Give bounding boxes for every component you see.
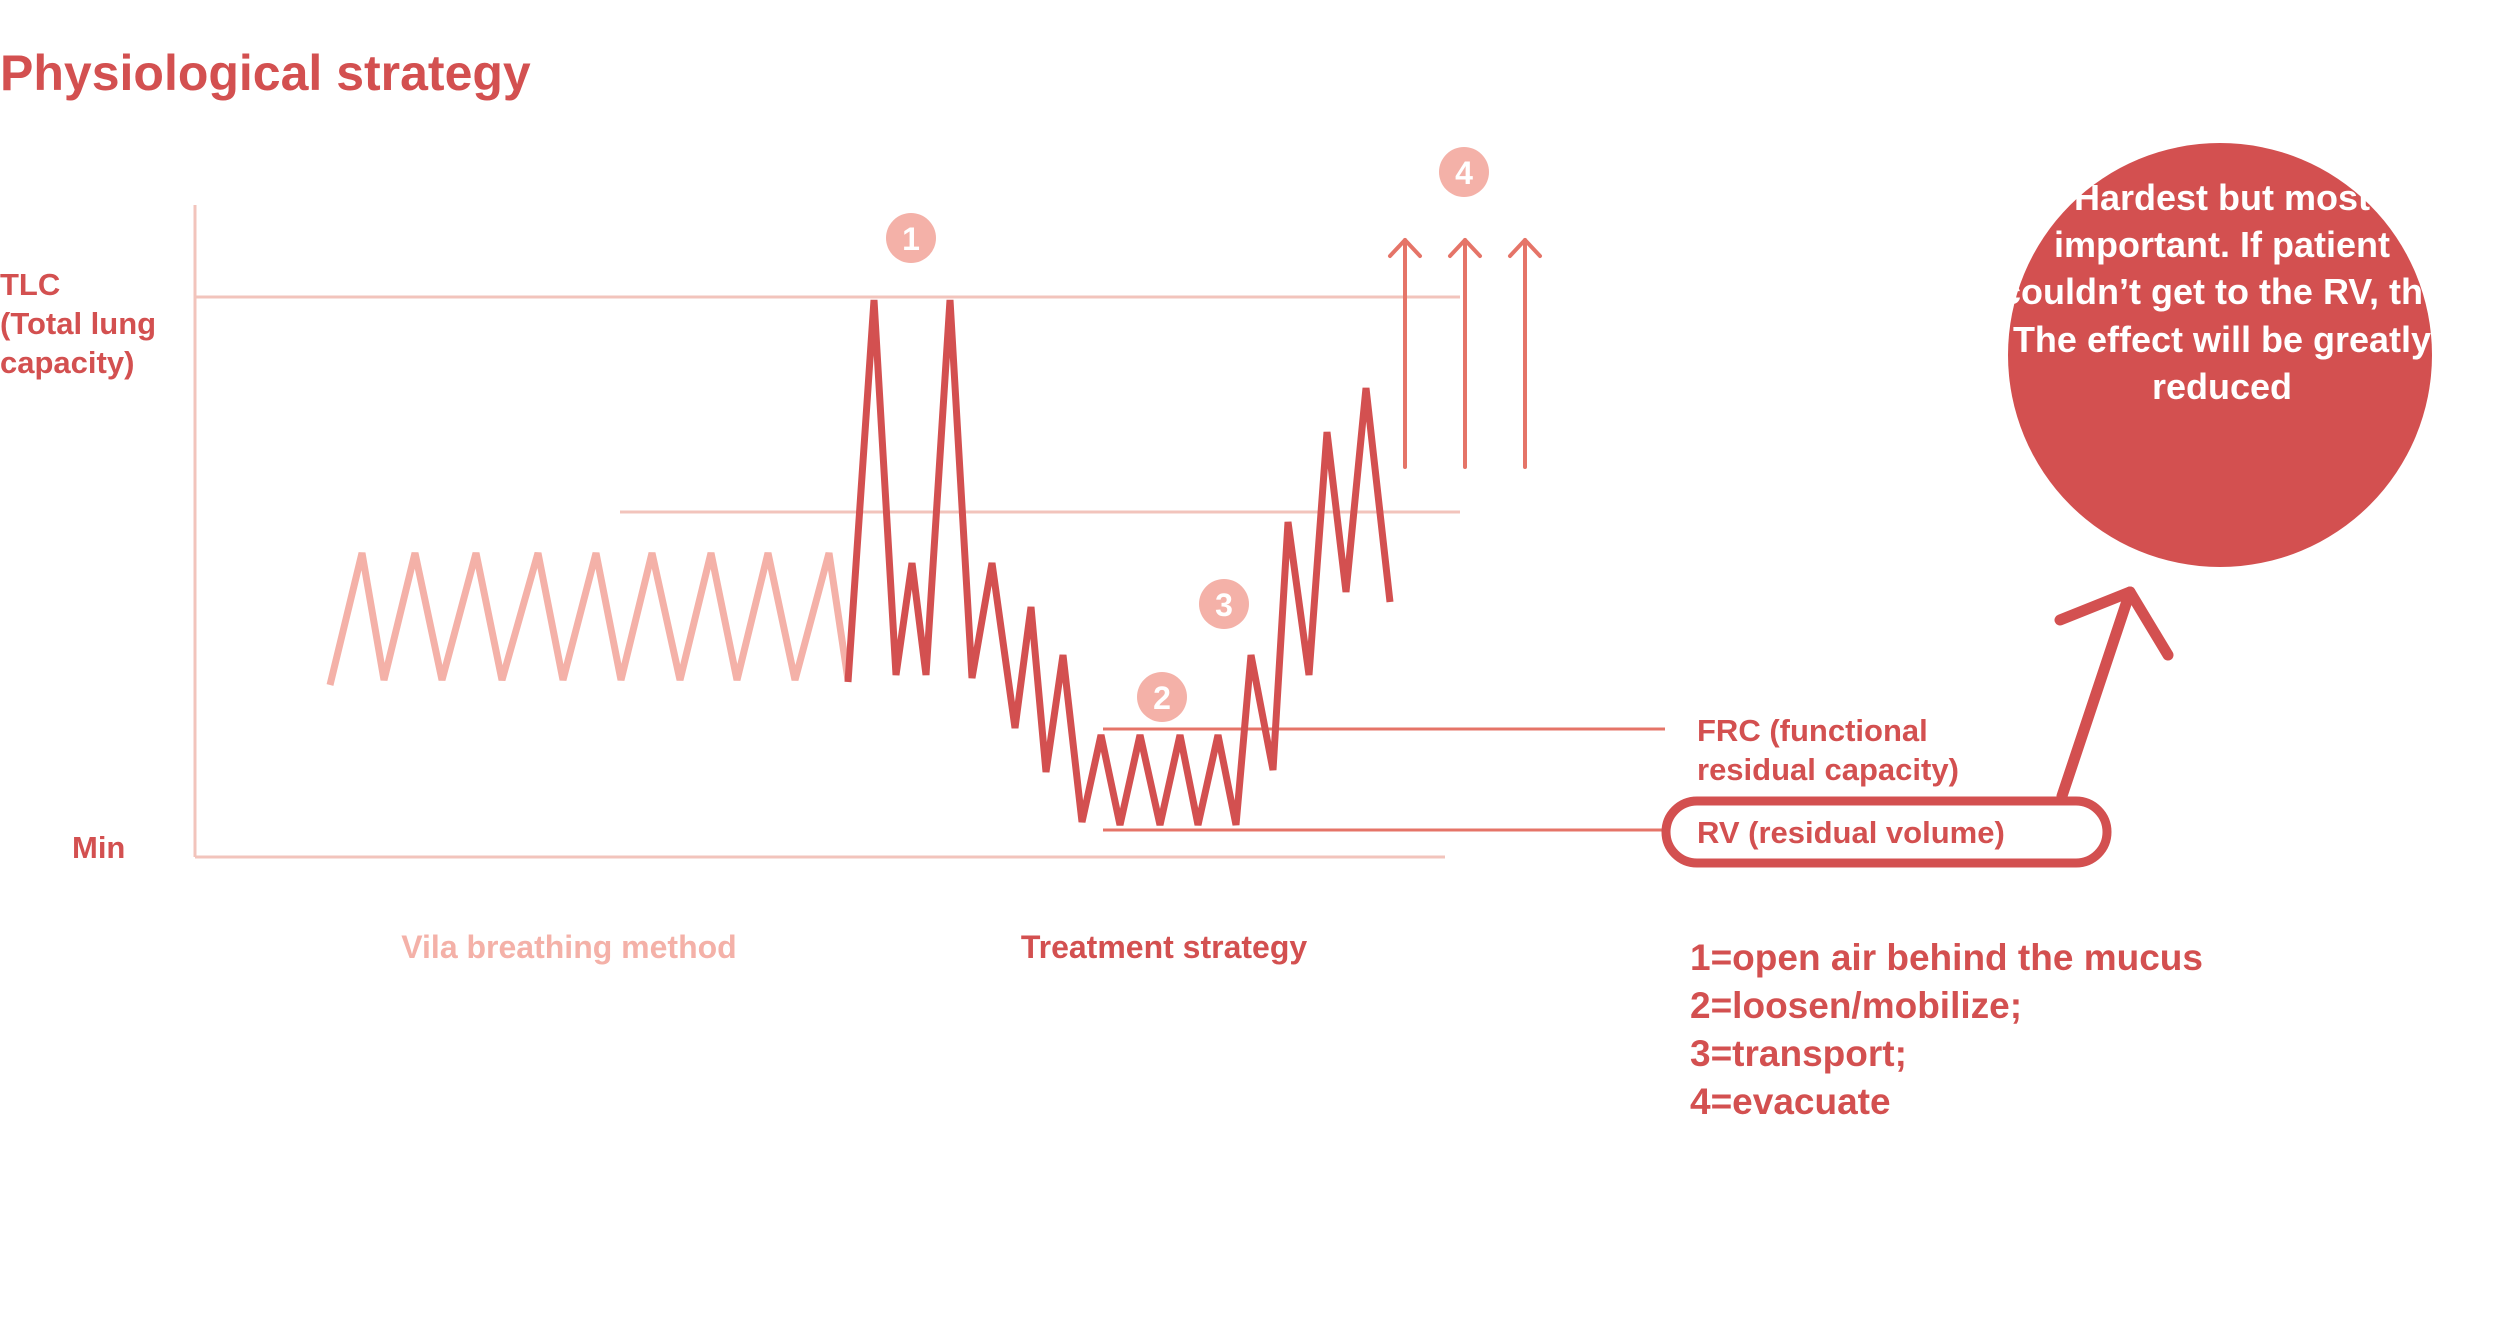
tlc-label-line3: capacity) <box>0 345 134 380</box>
legend-item-3: 3=transport; <box>1690 1033 1907 1074</box>
frc-label-line1: FRC (functional <box>1697 713 1928 748</box>
svg-text:The effect will be greatly: The effect will be greatly <box>2013 319 2431 360</box>
legend-item-2: 2=loosen/mobilize; <box>1690 985 2022 1026</box>
step-marker-2: 2 <box>1137 672 1187 722</box>
rv-label: RV (residual volume) <box>1697 815 2005 850</box>
callout-arrow <box>2054 586 2174 802</box>
svg-text:Hardest but most: Hardest but most <box>2074 177 2370 218</box>
page-title: Physiological strategy <box>0 45 531 101</box>
svg-text:3: 3 <box>1215 587 1233 623</box>
tlc-label-line1: TLC <box>0 267 60 302</box>
legend-item-4: 4=evacuate <box>1690 1081 1891 1122</box>
step-marker-3: 3 <box>1199 579 1249 629</box>
step-marker-1: 1 <box>886 213 936 263</box>
svg-text:couldn’t get to the RV, the: couldn’t get to the RV, the <box>2001 271 2443 312</box>
svg-text:4: 4 <box>1455 155 1473 191</box>
svg-text:1: 1 <box>902 221 920 257</box>
frc-label-line2: residual capacity) <box>1697 752 1959 787</box>
treatment-strategy-waveform <box>844 299 1394 826</box>
evacuate-arrows <box>1388 238 1542 469</box>
svg-text:2: 2 <box>1153 680 1171 716</box>
vila-section-label: Vila breathing method <box>401 929 736 965</box>
step-marker-4: 4 <box>1439 147 1489 197</box>
svg-text:reduced: reduced <box>2152 366 2292 407</box>
callout-text: Hardest but most important. If patient c… <box>2001 177 2443 407</box>
tlc-label-line2: (Total lung <box>0 306 156 341</box>
min-label: Min <box>72 830 125 865</box>
rv-highlight-pill <box>1661 796 2112 868</box>
callout-circle <box>2008 143 2432 567</box>
vila-breathing-waveform <box>326 552 852 686</box>
steps-legend: 1=open air behind the mucus 2=loosen/mob… <box>1690 937 2203 1122</box>
treatment-section-label: Treatment strategy <box>1021 929 1308 965</box>
svg-text:important. If patient: important. If patient <box>2054 224 2390 265</box>
legend-item-1: 1=open air behind the mucus <box>1690 937 2203 978</box>
